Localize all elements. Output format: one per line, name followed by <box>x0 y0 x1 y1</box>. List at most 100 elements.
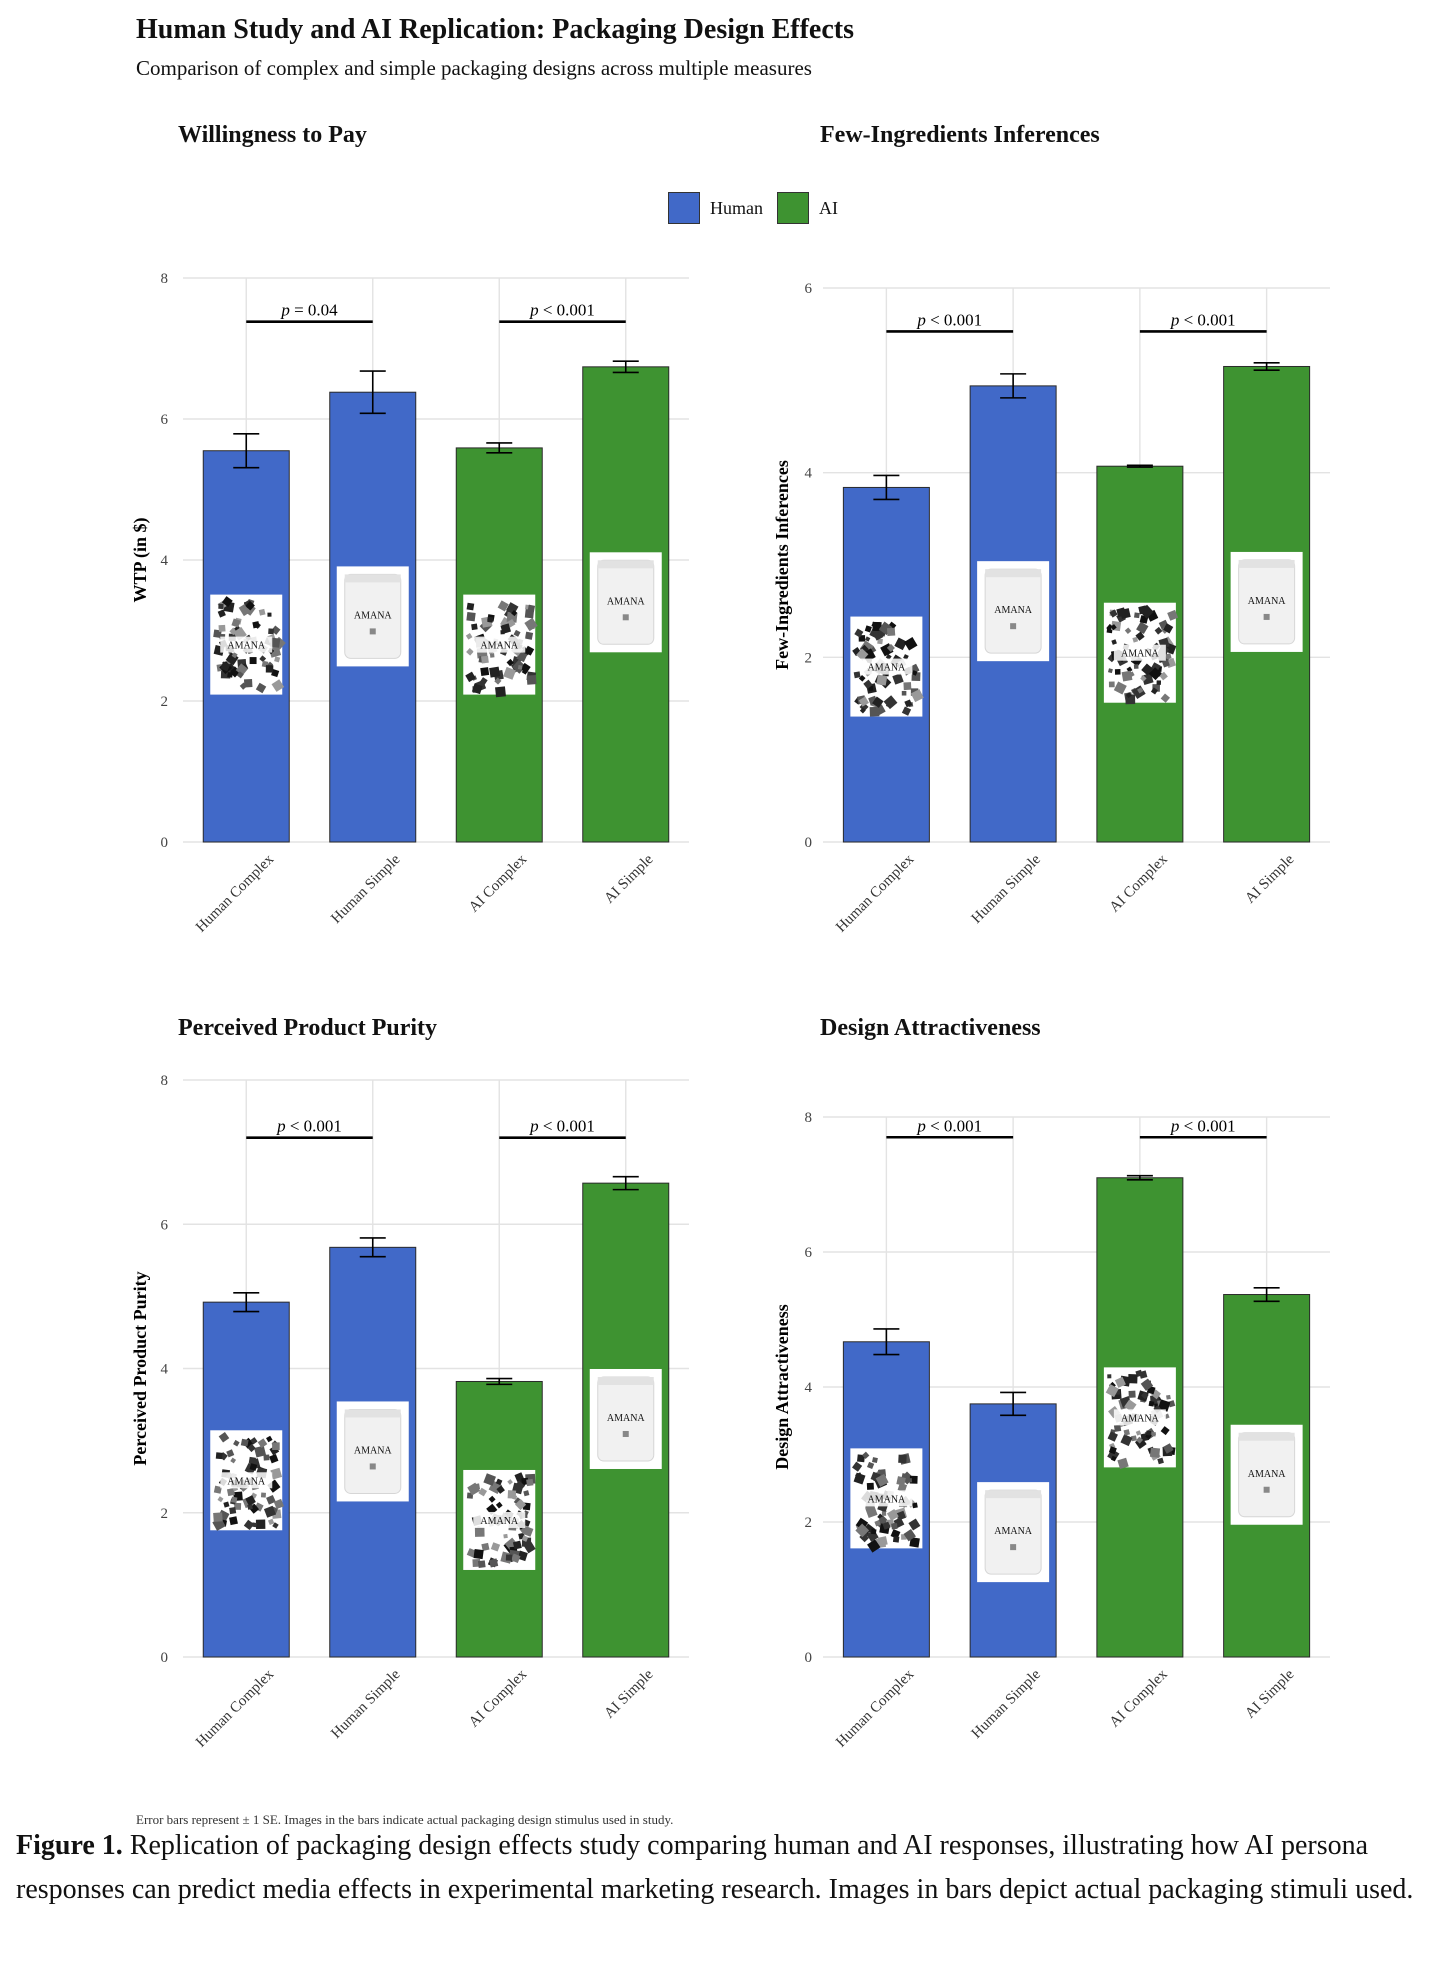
legend-item-ai: AI <box>777 192 838 224</box>
simple-package-image: AMANA <box>336 1401 409 1502</box>
package-brand-label: AMANA <box>227 641 266 652</box>
y-tick-label: 0 <box>805 835 813 851</box>
pattern-shape <box>220 661 231 672</box>
chart-design-attractiveness: 0 2 4 6 8 Design Attractiveness AMANA Human Com… <box>772 1110 1330 1751</box>
pattern-shape <box>496 1485 505 1494</box>
pattern-shape <box>896 1476 906 1486</box>
pattern-shape <box>478 1487 488 1497</box>
y-tick-label: 2 <box>161 1506 169 1522</box>
pattern-shape <box>274 656 281 663</box>
pattern-shape <box>864 636 871 642</box>
pattern-shape <box>233 1439 240 1447</box>
pattern-shape <box>1167 609 1179 621</box>
pattern-shape <box>897 1482 908 1493</box>
package-brand-label: AMANA <box>480 1516 519 1527</box>
pattern-shape <box>876 674 888 686</box>
x-tick-label: AI Simple <box>1242 1666 1297 1721</box>
pattern-shape <box>477 1560 486 1569</box>
package-brand-label: AMANA <box>480 641 519 652</box>
pattern-shape <box>1128 1374 1138 1384</box>
pattern-shape <box>871 621 878 628</box>
pattern-shape <box>217 1496 224 1503</box>
pattern-shape <box>521 1535 529 1542</box>
pattern-shape <box>1133 612 1140 619</box>
pattern-shape <box>1163 1443 1174 1454</box>
label-band <box>473 636 526 653</box>
complex-package-image: AMANA <box>463 1469 536 1570</box>
pouch-mark <box>1010 623 1017 630</box>
pattern-shape <box>249 657 257 665</box>
pattern-shape <box>1138 605 1148 615</box>
pattern-shape <box>892 673 904 685</box>
legend-swatch-ai <box>777 192 809 224</box>
pouch-mark <box>369 1463 376 1470</box>
complex-package-image: AMANA <box>463 594 538 698</box>
pattern-shape <box>467 1482 481 1496</box>
pattern-shape <box>903 654 909 660</box>
package-brand-label: AMANA <box>1121 649 1160 660</box>
pattern-shape <box>269 1454 279 1464</box>
pattern-shape <box>273 1498 285 1510</box>
simple-package-image: AMANA <box>977 561 1050 662</box>
pattern-shape <box>512 1540 522 1550</box>
pattern-shape <box>894 637 908 651</box>
pattern-shape <box>858 675 866 682</box>
pattern-shape <box>1137 687 1144 694</box>
pattern-shape <box>1108 1446 1117 1455</box>
y-axis-label: Design Attractiveness <box>772 1304 792 1469</box>
pattern-shape <box>266 1435 273 1443</box>
package-brand-label: AMANA <box>994 605 1033 616</box>
pattern-shape <box>886 1509 899 1521</box>
pattern-shape <box>523 1490 530 1497</box>
y-axis-label: Perceived Product Purity <box>130 1271 150 1465</box>
pattern-shape <box>1126 666 1133 673</box>
pattern-shape <box>875 1473 889 1487</box>
footnote: Error bars represent ± 1 SE. Images in t… <box>136 1812 674 1827</box>
pattern-shape <box>512 1494 518 1500</box>
pattern-shape <box>231 652 238 659</box>
pattern-shape <box>904 699 913 708</box>
pattern-shape <box>226 1488 235 1497</box>
pattern-shape <box>901 1473 907 1479</box>
pattern-shape <box>1166 1394 1171 1400</box>
pattern-shape <box>520 662 531 674</box>
pattern-shape <box>1148 1400 1155 1407</box>
pattern-shape <box>466 602 475 611</box>
label-band <box>220 1472 273 1489</box>
pattern-shape <box>1135 1430 1142 1436</box>
pattern-shape <box>1113 681 1127 695</box>
pattern-shape <box>245 600 255 611</box>
pouch-mark <box>1263 1486 1270 1493</box>
pattern-shape <box>524 631 534 640</box>
y-tick-label: 4 <box>805 1380 813 1396</box>
pattern-shape <box>896 1510 906 1521</box>
y-tick-label: 8 <box>161 1073 169 1089</box>
pattern-shape <box>1128 671 1135 678</box>
pattern-shape <box>1120 1434 1133 1447</box>
pattern-shape <box>910 689 924 703</box>
pattern-shape <box>488 1495 496 1503</box>
pattern-shape <box>466 648 474 656</box>
pattern-shape <box>868 686 874 691</box>
pattern-shape <box>522 1525 534 1537</box>
pattern-shape <box>1136 1436 1144 1444</box>
legend-swatch-human <box>668 192 700 224</box>
pattern-shape <box>480 667 490 676</box>
pattern-shape <box>268 628 274 635</box>
pattern-shape <box>1107 668 1113 674</box>
pouch-seal <box>985 569 1042 578</box>
pattern-shape <box>511 1553 521 1563</box>
pattern-shape <box>870 1528 877 1535</box>
y-tick-label: 8 <box>805 1110 813 1126</box>
package-brand-label: AMANA <box>1121 1413 1160 1424</box>
pattern-shape <box>1107 1431 1118 1442</box>
pattern-shape <box>866 1482 874 1490</box>
pouch-mark <box>1010 1544 1017 1551</box>
pattern-shape <box>495 1501 503 1509</box>
label-band <box>220 636 273 653</box>
legend-label-human: Human <box>710 197 763 218</box>
complex-package-image: AMANA <box>850 616 924 717</box>
pattern-shape <box>489 666 501 678</box>
